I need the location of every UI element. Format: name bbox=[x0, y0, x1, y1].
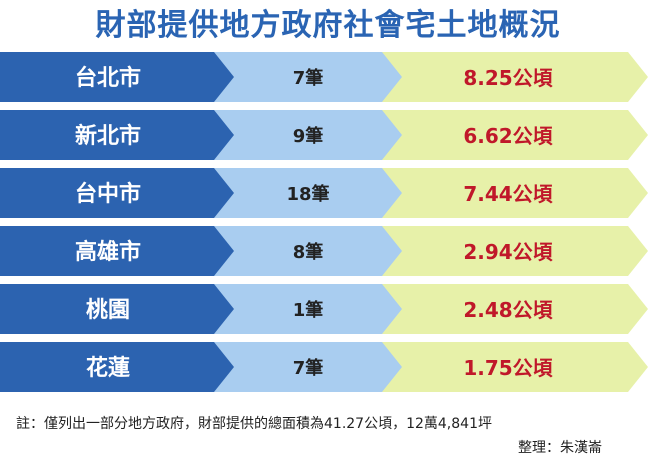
city-band bbox=[0, 284, 234, 334]
area-label: 2.48公頃 bbox=[463, 298, 553, 322]
count-band bbox=[194, 342, 402, 392]
city-label: 台中市 bbox=[75, 181, 141, 207]
area-band bbox=[362, 284, 648, 334]
count-label: 1筆 bbox=[293, 299, 324, 321]
city-band bbox=[0, 168, 234, 218]
city-label: 花蓮 bbox=[86, 355, 130, 381]
count-band bbox=[194, 284, 402, 334]
credit-line: 整理：朱漢崙 bbox=[518, 440, 602, 456]
count-band bbox=[194, 168, 402, 218]
city-band bbox=[0, 342, 234, 392]
city-label: 高雄市 bbox=[75, 239, 141, 265]
city-label: 桃園 bbox=[86, 298, 130, 323]
count-label: 18筆 bbox=[286, 183, 329, 205]
count-label: 7筆 bbox=[293, 357, 324, 379]
city-band bbox=[0, 226, 234, 276]
area-band bbox=[362, 342, 648, 392]
count-band bbox=[194, 226, 402, 276]
chart-title: 財部提供地方政府社會宅土地概況 bbox=[95, 8, 561, 43]
area-band bbox=[362, 168, 648, 218]
count-label: 7筆 bbox=[293, 67, 324, 89]
area-label: 8.25公頃 bbox=[463, 66, 553, 90]
area-band bbox=[362, 226, 648, 276]
city-label: 台北市 bbox=[75, 65, 141, 91]
area-label: 1.75公頃 bbox=[463, 356, 553, 380]
count-band bbox=[194, 110, 402, 160]
table-row: 台北市 7筆 8.25公頃 bbox=[0, 52, 648, 102]
city-band bbox=[0, 110, 234, 160]
footnote: 註：僅列出一部分地方政府，財部提供的總面積為41.27公頃，12萬4,841坪 bbox=[16, 416, 492, 432]
table-row: 花蓮 7筆 1.75公頃 bbox=[0, 342, 648, 392]
area-label: 6.62公頃 bbox=[463, 124, 553, 148]
count-band bbox=[194, 52, 402, 102]
table-row: 桃園 1筆 2.48公頃 bbox=[0, 284, 648, 334]
area-label: 2.94公頃 bbox=[463, 240, 553, 264]
table-row: 台中市 18筆 7.44公頃 bbox=[0, 168, 648, 218]
table-row: 新北市 9筆 6.62公頃 bbox=[0, 110, 648, 160]
city-label: 新北市 bbox=[75, 123, 141, 149]
city-band bbox=[0, 52, 234, 102]
count-label: 9筆 bbox=[293, 125, 324, 147]
area-band bbox=[362, 52, 648, 102]
area-label: 7.44公頃 bbox=[463, 182, 553, 206]
count-label: 8筆 bbox=[293, 241, 324, 263]
area-band bbox=[362, 110, 648, 160]
table-row: 高雄市 8筆 2.94公頃 bbox=[0, 226, 648, 276]
